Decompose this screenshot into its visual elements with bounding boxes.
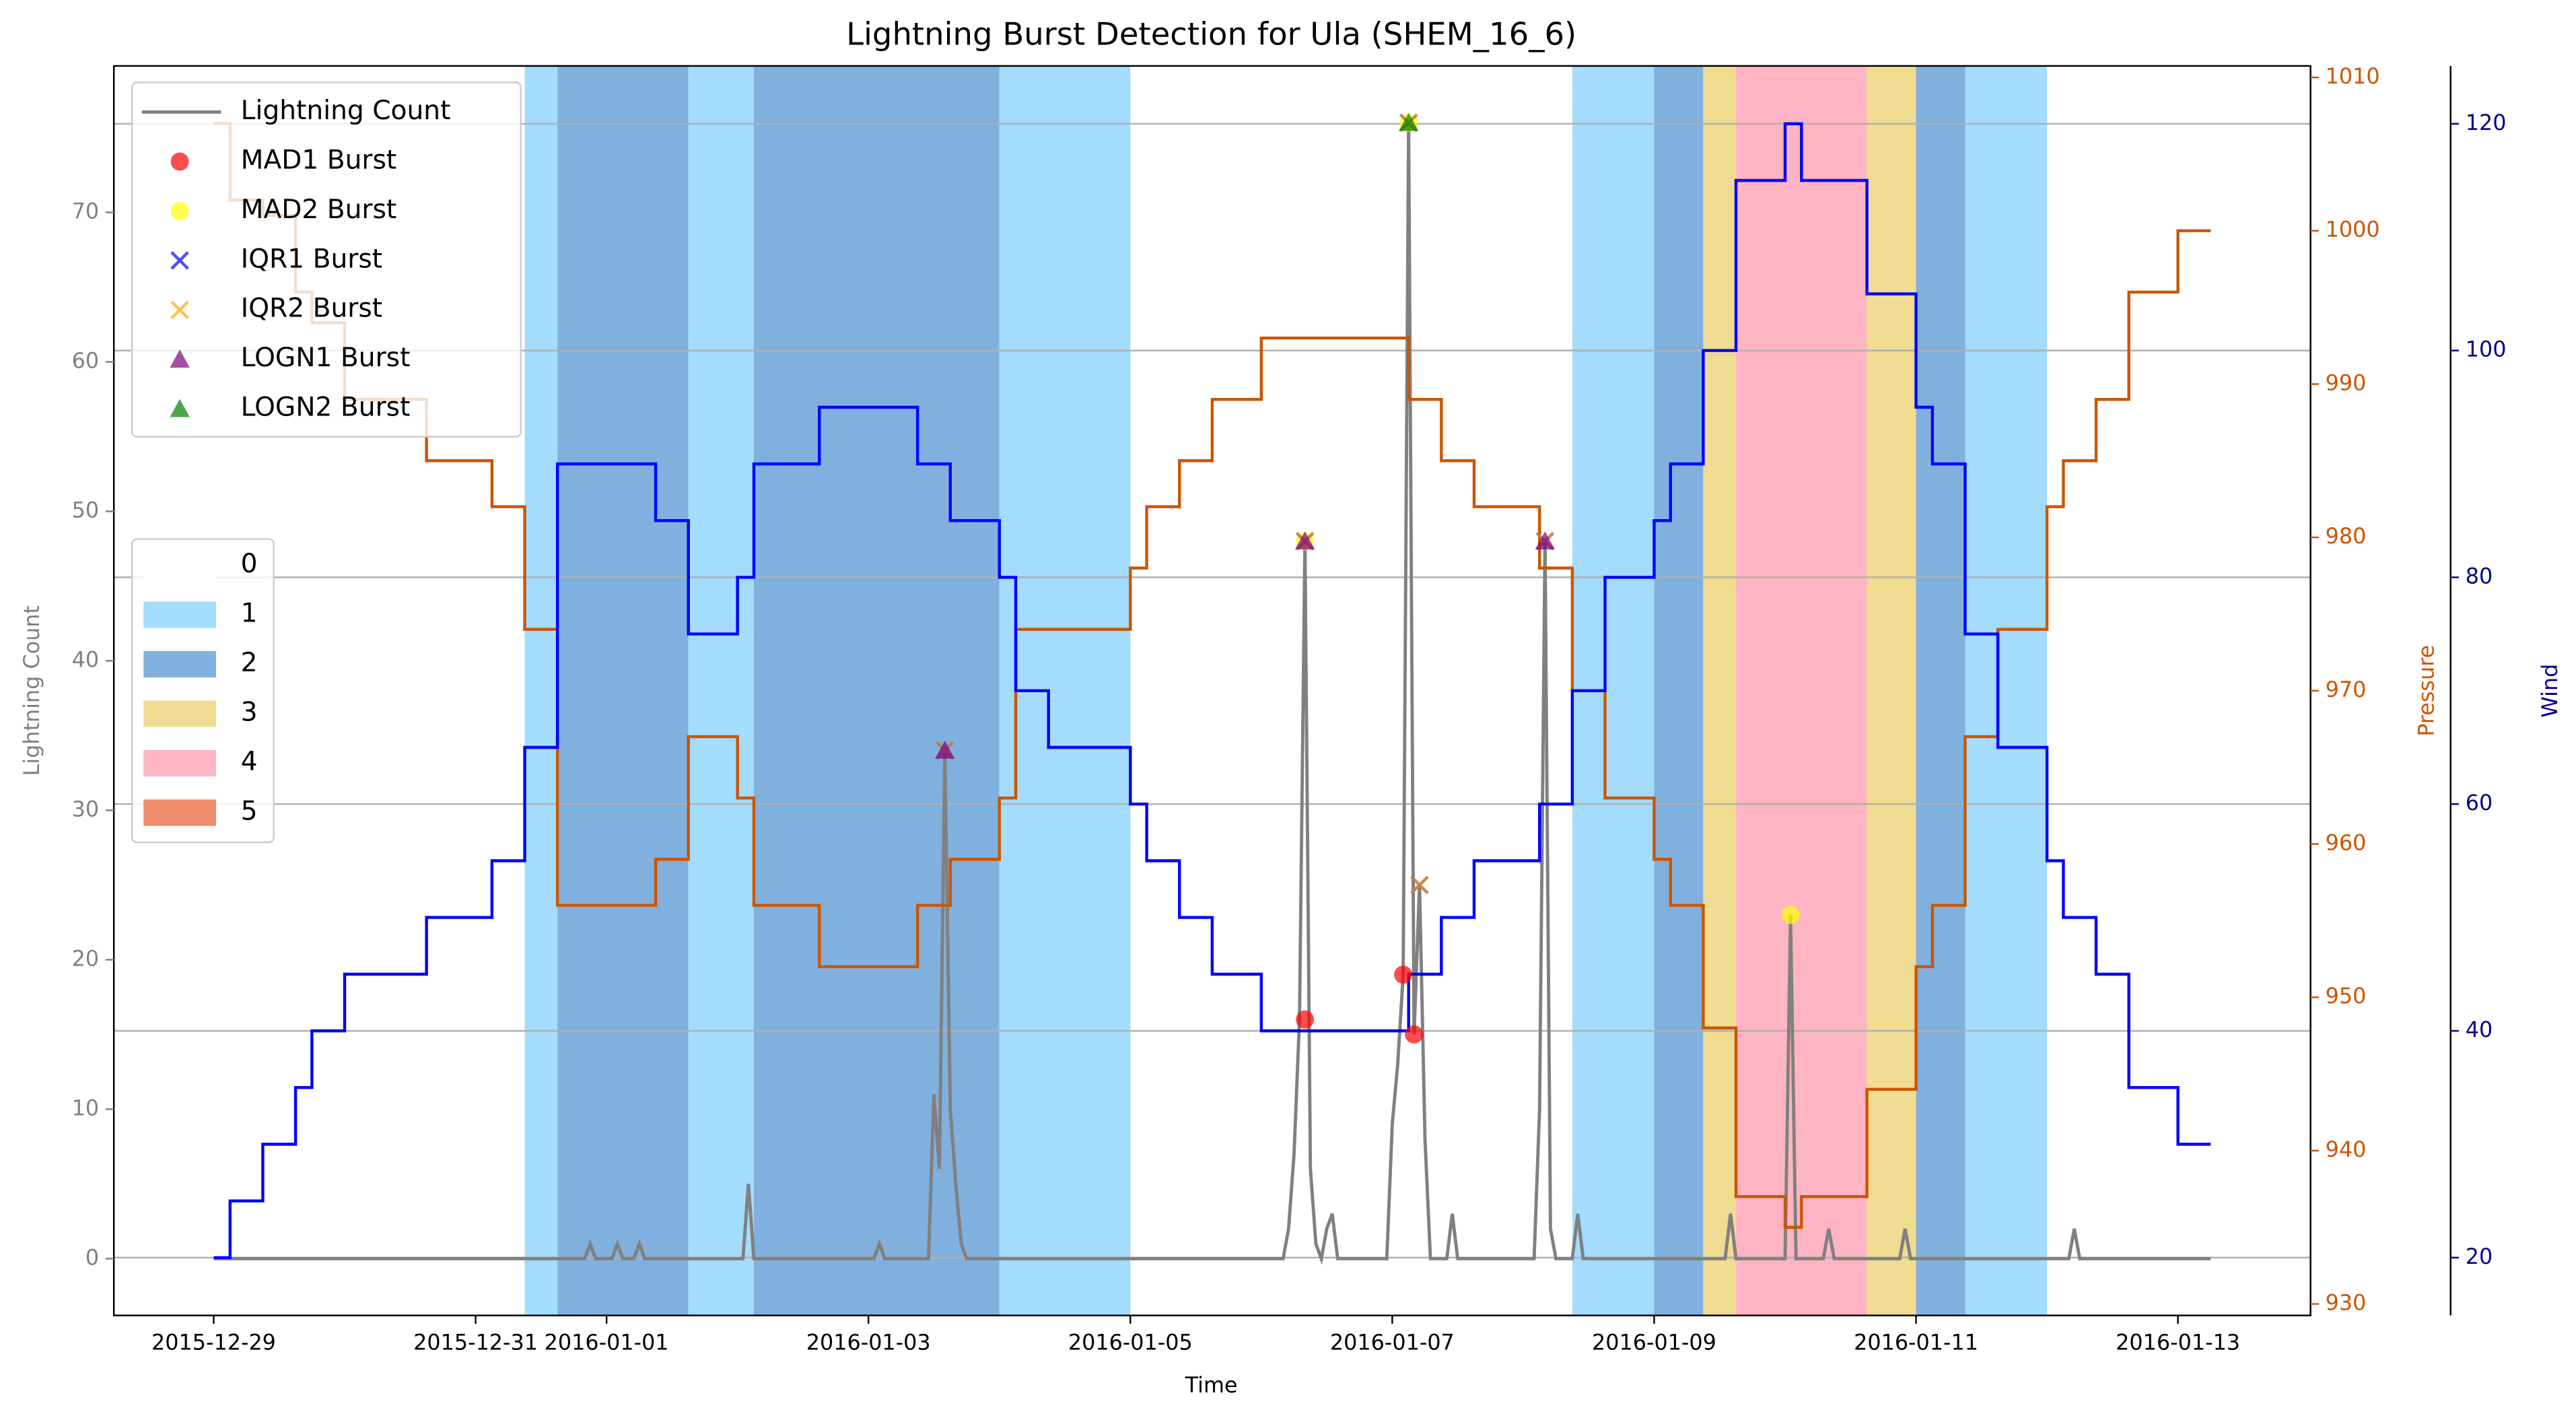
legend-label: LOGN1 Burst bbox=[241, 343, 411, 373]
y-tick-label: 40 bbox=[72, 646, 99, 672]
burst-marker bbox=[1296, 1010, 1315, 1029]
legend-box bbox=[131, 81, 522, 438]
legend-marker bbox=[170, 152, 189, 171]
legend-label: 0 bbox=[241, 549, 258, 579]
burst-marker bbox=[935, 740, 955, 759]
y3-tick-label: 100 bbox=[2466, 337, 2507, 362]
legend-label: MAD1 Burst bbox=[241, 145, 397, 175]
y-axis-label: Lightning Count bbox=[19, 605, 44, 776]
legend-label: IQR2 Burst bbox=[241, 294, 382, 324]
category-band bbox=[1736, 65, 1867, 1316]
legend-patch bbox=[143, 552, 216, 579]
burst-marker bbox=[1410, 875, 1429, 895]
legend-patch bbox=[143, 749, 216, 777]
y3-tick-label: 40 bbox=[2466, 1017, 2493, 1042]
legend-label: Lightning Count bbox=[241, 96, 451, 126]
legend-patch bbox=[143, 700, 216, 727]
burst-marker bbox=[1781, 906, 1800, 924]
category-band bbox=[1965, 65, 2048, 1316]
y-tick-label: 30 bbox=[72, 796, 99, 821]
y-tick-label: 60 bbox=[72, 347, 99, 373]
y3-tick-label: 60 bbox=[2466, 790, 2493, 815]
x-tick-label: 2016-01-13 bbox=[2116, 1329, 2240, 1355]
legend-marker bbox=[170, 399, 190, 417]
category-band bbox=[1867, 65, 1916, 1316]
category-band bbox=[524, 65, 558, 1316]
y2-tick-label: 950 bbox=[2326, 983, 2367, 1009]
x-tick-label: 2016-01-03 bbox=[806, 1329, 931, 1355]
y2-tick-label: 980 bbox=[2326, 523, 2367, 549]
y-tick-label: 0 bbox=[85, 1244, 99, 1270]
x-tick-label: 2016-01-01 bbox=[545, 1329, 669, 1355]
y-tick-label: 50 bbox=[72, 497, 99, 522]
category-band bbox=[1654, 65, 1704, 1316]
legend-patch bbox=[143, 601, 216, 628]
burst-marker bbox=[1394, 966, 1413, 984]
y2-tick-label: 1010 bbox=[2326, 63, 2380, 89]
y-tick-label: 70 bbox=[72, 198, 99, 224]
plot-area bbox=[114, 65, 2311, 1316]
legend-patch bbox=[143, 799, 216, 826]
category-band bbox=[688, 65, 754, 1316]
legend-label: 3 bbox=[241, 698, 258, 728]
legend-label: MAD2 Burst bbox=[241, 195, 397, 225]
category-band bbox=[1916, 65, 1965, 1316]
legend-label: LOGN2 Burst bbox=[241, 393, 411, 423]
legend-label: 5 bbox=[241, 796, 258, 826]
data-line bbox=[213, 122, 2211, 1259]
legend-patch bbox=[143, 651, 216, 678]
y2-tick-label: 960 bbox=[2326, 830, 2367, 855]
legend-marker bbox=[170, 349, 190, 368]
y2-tick-label: 940 bbox=[2326, 1137, 2367, 1162]
legend-label: IQR1 Burst bbox=[241, 244, 382, 274]
y2-tick-label: 970 bbox=[2326, 677, 2367, 702]
burst-marker bbox=[1535, 531, 1556, 550]
burst-marker bbox=[1294, 531, 1315, 550]
y2-tick-label: 1000 bbox=[2326, 217, 2380, 242]
burst-marker bbox=[1399, 112, 1419, 131]
category-band bbox=[753, 65, 1000, 1316]
legend-marker bbox=[170, 300, 189, 320]
category-band bbox=[1703, 65, 1737, 1316]
y2-axis-label: Pressure bbox=[2413, 645, 2439, 737]
x-tick-label: 2015-12-31 bbox=[413, 1329, 538, 1355]
y3-tick-label: 120 bbox=[2466, 110, 2507, 135]
y2-tick-label: 930 bbox=[2326, 1290, 2367, 1316]
legend-marker bbox=[170, 201, 189, 220]
x-tick-label: 2016-01-09 bbox=[1592, 1329, 1716, 1355]
legend-marker bbox=[170, 251, 189, 270]
legend-label: 4 bbox=[241, 747, 258, 777]
y3-tick-label: 80 bbox=[2466, 563, 2493, 588]
legend-label: 2 bbox=[241, 648, 258, 678]
y-tick-label: 20 bbox=[72, 945, 99, 971]
x-tick-label: 2016-01-05 bbox=[1068, 1329, 1193, 1355]
y3-tick-label: 20 bbox=[2466, 1244, 2493, 1269]
chart-title: Lightning Burst Detection for Ula (SHEM_… bbox=[846, 15, 1576, 52]
data-line bbox=[213, 123, 2211, 1265]
data-line bbox=[213, 122, 2211, 1229]
legend-label: 1 bbox=[241, 599, 258, 629]
x-tick-label: 2016-01-07 bbox=[1330, 1329, 1455, 1355]
y-tick-label: 10 bbox=[72, 1095, 99, 1120]
burst-marker bbox=[1405, 1025, 1424, 1044]
x-tick-label: 2015-12-29 bbox=[151, 1329, 276, 1355]
y2-tick-label: 990 bbox=[2326, 370, 2367, 395]
x-tick-label: 2016-01-11 bbox=[1854, 1329, 1978, 1355]
category-band bbox=[557, 65, 689, 1316]
y3-axis-label: Wind bbox=[2537, 664, 2563, 718]
x-axis-label: Time bbox=[1185, 1372, 1238, 1398]
